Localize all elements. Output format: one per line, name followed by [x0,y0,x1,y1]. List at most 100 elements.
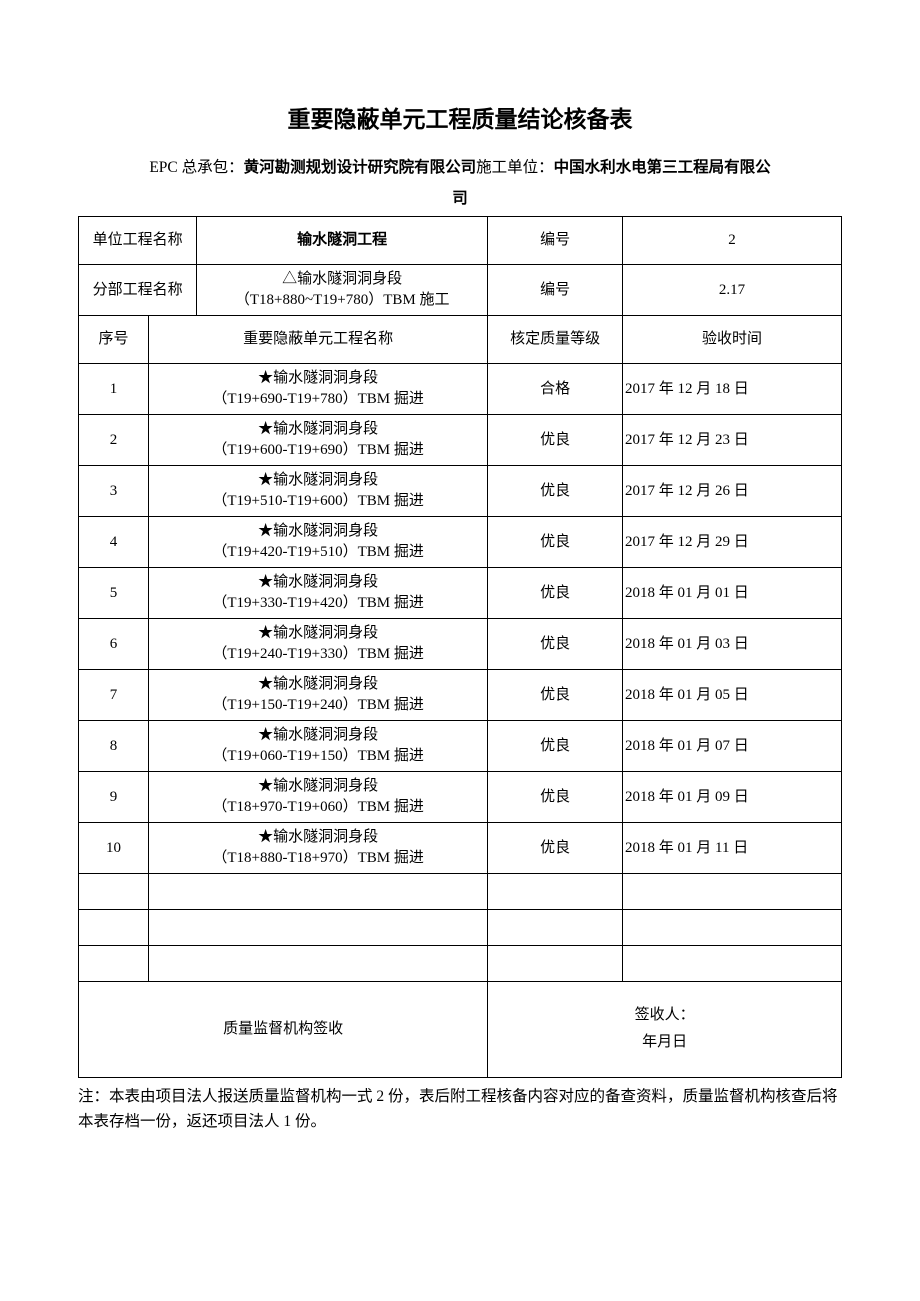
empty-cell [79,945,149,981]
constructor-value: 中国水利水电第三工程局有限公 [554,159,771,176]
cell-date: 2017 年 12 月 23 日 [623,414,842,465]
table-row: 4 ★输水隧洞洞身段 （T19+420-T19+510）TBM 掘进 优良 20… [79,516,842,567]
cell-date: 2018 年 01 月 11 日 [623,822,842,873]
empty-cell [79,909,149,945]
cell-name-l1: ★输水隧洞洞身段 [258,523,378,539]
empty-row [79,909,842,945]
table-row: 3 ★输水隧洞洞身段 （T19+510-T19+600）TBM 掘进 优良 20… [79,465,842,516]
cell-name-l1: ★输水隧洞洞身段 [258,829,378,845]
empty-cell [488,945,623,981]
cell-name: ★输水隧洞洞身段 （T19+510-T19+600）TBM 掘进 [149,465,488,516]
cell-grade: 优良 [488,618,623,669]
cell-name: ★输水隧洞洞身段 （T18+880-T18+970）TBM 掘进 [149,822,488,873]
cell-seq: 6 [79,618,149,669]
cell-grade: 优良 [488,516,623,567]
code-label-1: 编号 [488,216,623,264]
page-title: 重要隐蔽单元工程质量结论核备表 [78,100,842,134]
cell-name-l1: ★输水隧洞洞身段 [258,778,378,794]
signoff-left: 质量监督机构签收 [79,981,488,1077]
column-header-row: 序号 重要隐蔽单元工程名称 核定质量等级 验收时间 [79,315,842,363]
header-date: 验收时间 [623,315,842,363]
cell-name: ★输水隧洞洞身段 （T19+420-T19+510）TBM 掘进 [149,516,488,567]
empty-row [79,873,842,909]
empty-cell [149,873,488,909]
epc-value: 黄河勘测规划设计研究院有限公司 [244,159,477,176]
sub-project-row: 分部工程名称 △输水隧洞洞身段 （T18+880~T19+780）TBM 施工 … [79,264,842,315]
table-row: 8 ★输水隧洞洞身段 （T19+060-T19+150）TBM 掘进 优良 20… [79,720,842,771]
empty-cell [149,945,488,981]
code-value-1: 2 [623,216,842,264]
cell-name-l1: ★输水隧洞洞身段 [258,370,378,386]
table-row: 6 ★输水隧洞洞身段 （T19+240-T19+330）TBM 掘进 优良 20… [79,618,842,669]
sub-proj-value-l2: （T18+880~T19+780）TBM 施工 [235,292,450,308]
cell-date: 2018 年 01 月 09 日 [623,771,842,822]
cell-grade: 优良 [488,465,623,516]
cell-name: ★输水隧洞洞身段 （T19+060-T19+150）TBM 掘进 [149,720,488,771]
empty-cell [623,909,842,945]
footer-note: 注：本表由项目法人报送质量监督机构一式 2 份，表后附工程核备内容对应的备查资料… [78,1084,842,1135]
cell-seq: 9 [79,771,149,822]
cell-name: ★输水隧洞洞身段 （T18+970-T19+060）TBM 掘进 [149,771,488,822]
cell-seq: 3 [79,465,149,516]
cell-grade: 优良 [488,822,623,873]
cell-name-l1: ★输水隧洞洞身段 [258,472,378,488]
cell-date: 2018 年 01 月 07 日 [623,720,842,771]
cell-name-l2: （T19+330-T19+420）TBM 掘进 [212,595,424,611]
empty-cell [149,909,488,945]
table-row: 10 ★输水隧洞洞身段 （T18+880-T18+970）TBM 掘进 优良 2… [79,822,842,873]
code-value-2: 2.17 [623,264,842,315]
cell-name-l1: ★输水隧洞洞身段 [258,574,378,590]
cell-name: ★输水隧洞洞身段 （T19+690-T19+780）TBM 掘进 [149,363,488,414]
empty-cell [488,909,623,945]
table-row: 5 ★输水隧洞洞身段 （T19+330-T19+420）TBM 掘进 优良 20… [79,567,842,618]
cell-date: 2017 年 12 月 18 日 [623,363,842,414]
subtitle-line: EPC 总承包：黄河勘测规划设计研究院有限公司施工单位：中国水利水电第三工程局有… [78,154,842,182]
cell-seq: 2 [79,414,149,465]
signoff-right-l1: 签收人： [635,1007,695,1023]
unit-project-row: 单位工程名称 输水隧洞工程 编号 2 [79,216,842,264]
cell-name-l1: ★输水隧洞洞身段 [258,625,378,641]
cell-name-l2: （T18+880-T18+970）TBM 掘进 [212,850,424,866]
cell-name-l2: （T19+060-T19+150）TBM 掘进 [212,748,424,764]
header-item-name: 重要隐蔽单元工程名称 [149,315,488,363]
cell-seq: 7 [79,669,149,720]
cell-grade: 优良 [488,771,623,822]
empty-cell [623,873,842,909]
empty-cell [623,945,842,981]
cell-seq: 1 [79,363,149,414]
unit-proj-label: 单位工程名称 [79,216,197,264]
table-row: 2 ★输水隧洞洞身段 （T19+600-T19+690）TBM 掘进 优良 20… [79,414,842,465]
cell-grade: 优良 [488,720,623,771]
cell-name-l1: ★输水隧洞洞身段 [258,421,378,437]
signoff-row: 质量监督机构签收 签收人： 年月日 [79,981,842,1077]
header-seq: 序号 [79,315,149,363]
cell-name-l2: （T19+240-T19+330）TBM 掘进 [212,646,424,662]
header-grade: 核定质量等级 [488,315,623,363]
cell-date: 2018 年 01 月 01 日 [623,567,842,618]
epc-label: EPC 总承包： [149,159,243,176]
main-table: 单位工程名称 输水隧洞工程 编号 2 分部工程名称 △输水隧洞洞身段 （T18+… [78,216,842,1078]
cell-name-l2: （T19+150-T19+240）TBM 掘进 [212,697,424,713]
cell-seq: 4 [79,516,149,567]
constructor-suffix: 司 [78,186,842,208]
cell-name: ★输水隧洞洞身段 （T19+240-T19+330）TBM 掘进 [149,618,488,669]
signoff-right: 签收人： 年月日 [488,981,842,1077]
cell-grade: 优良 [488,567,623,618]
signoff-right-l2: 年月日 [642,1034,687,1050]
cell-grade: 优良 [488,414,623,465]
cell-name: ★输水隧洞洞身段 （T19+150-T19+240）TBM 掘进 [149,669,488,720]
cell-date: 2018 年 01 月 05 日 [623,669,842,720]
cell-name-l2: （T19+420-T19+510）TBM 掘进 [212,544,424,560]
cell-seq: 10 [79,822,149,873]
cell-name-l2: （T19+690-T19+780）TBM 掘进 [212,391,424,407]
sub-proj-value: △输水隧洞洞身段 （T18+880~T19+780）TBM 施工 [197,264,488,315]
cell-name: ★输水隧洞洞身段 （T19+600-T19+690）TBM 掘进 [149,414,488,465]
table-row: 7 ★输水隧洞洞身段 （T19+150-T19+240）TBM 掘进 优良 20… [79,669,842,720]
cell-seq: 5 [79,567,149,618]
cell-name-l2: （T19+510-T19+600）TBM 掘进 [212,493,424,509]
cell-date: 2017 年 12 月 29 日 [623,516,842,567]
cell-grade: 优良 [488,669,623,720]
cell-name-l2: （T19+600-T19+690）TBM 掘进 [212,442,424,458]
cell-name-l1: ★输水隧洞洞身段 [258,676,378,692]
cell-date: 2018 年 01 月 03 日 [623,618,842,669]
